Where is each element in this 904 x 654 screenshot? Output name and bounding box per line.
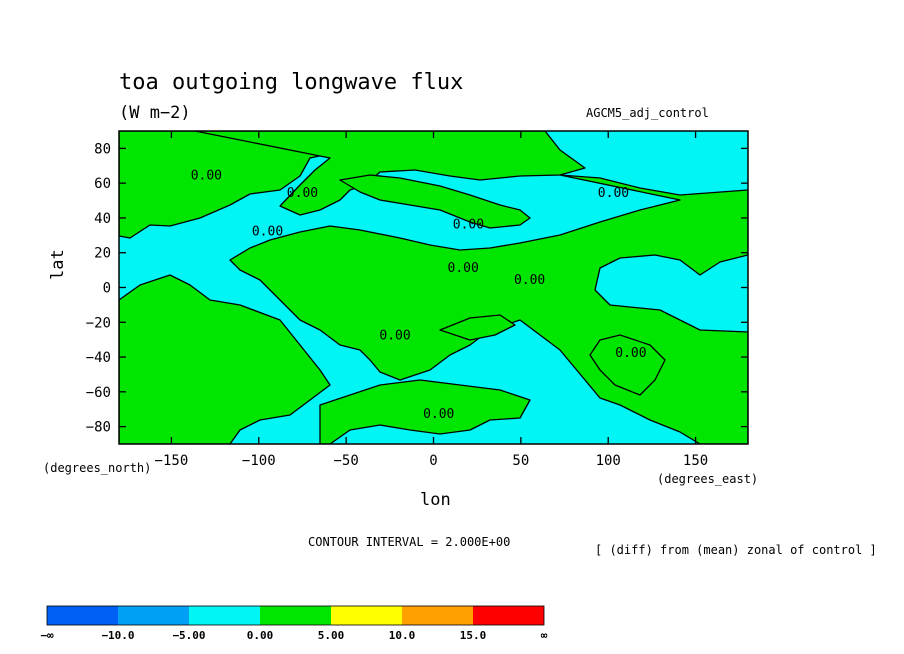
- positive-region: [119, 274, 331, 444]
- positive-region: [439, 314, 516, 341]
- legend-swatch: [118, 606, 189, 625]
- y-axis-title: lat: [48, 249, 68, 280]
- contour-label: 0.00: [448, 261, 479, 276]
- positive-region: [339, 174, 531, 229]
- color-legend: −∞ −10.0 −5.00 0.00 5.00 10.0 15.0 ∞: [40, 605, 548, 642]
- chart-title: toa outgoing longwave flux: [119, 70, 464, 95]
- contour-label: 0.00: [598, 186, 629, 201]
- contour-labels: 0.00 0.00 0.00 0.00 0.00 0.00 0.00 0.00 0.00 0.00: [191, 169, 647, 422]
- legend-swatch: [260, 606, 331, 625]
- x-tick-label: 100: [596, 453, 621, 469]
- y-tick-label: 60: [94, 176, 111, 192]
- legend-label: −5.00: [172, 629, 205, 642]
- legend-label: −∞: [40, 629, 54, 642]
- y-tick-label: −40: [86, 350, 111, 366]
- legend-label: 5.00: [318, 629, 345, 642]
- experiment-label: AGCM5_adj_control: [586, 106, 709, 120]
- y-tick-label: −80: [86, 420, 111, 436]
- x-tick-label: −50: [333, 453, 358, 469]
- legend-swatch: [331, 606, 402, 625]
- contour-label: 0.00: [453, 217, 484, 232]
- description-text: [ (diff) from (mean) zonal of control ]: [595, 543, 877, 557]
- legend-label: 15.0: [460, 629, 487, 642]
- legend-swatch: [189, 606, 260, 625]
- y-tick-label: −20: [86, 315, 111, 331]
- y-unit-label: (degrees_north): [43, 461, 152, 475]
- contour-label: 0.00: [252, 224, 283, 239]
- x-tick-label: 150: [683, 453, 708, 469]
- y-tick-label: 80: [94, 141, 111, 157]
- legend-swatch: [47, 606, 118, 625]
- legend-frame: [46, 605, 545, 626]
- contour-label: 0.00: [191, 169, 222, 184]
- contour-label: 0.00: [514, 273, 545, 288]
- y-tick-label: 0: [103, 281, 111, 297]
- y-tick-label: 40: [94, 211, 111, 227]
- y-tick-label: −60: [86, 385, 111, 401]
- legend-label: 0.00: [247, 629, 274, 642]
- contour-interval-text: CONTOUR INTERVAL = 2.000E+00: [308, 535, 511, 549]
- positive-region: [589, 334, 666, 396]
- x-tick-label: −100: [242, 453, 276, 469]
- contour-label: 0.00: [287, 186, 318, 201]
- contour-label: 0.00: [615, 346, 646, 361]
- positive-region: [319, 379, 531, 444]
- x-tick-label: −150: [155, 453, 189, 469]
- x-axis-title: lon: [420, 490, 451, 510]
- legend-swatch: [402, 606, 473, 625]
- x-unit-label: (degrees_east): [657, 472, 759, 486]
- legend-label: ∞: [541, 629, 548, 642]
- y-axis: 80 60 40 20 0 −20 −40 −60 −80: [86, 141, 748, 436]
- y-tick-label: 20: [94, 246, 111, 262]
- legend-swatch: [473, 606, 544, 625]
- contour-label: 0.00: [423, 407, 454, 422]
- x-tick-label: 0: [429, 453, 437, 469]
- contour-label: 0.00: [379, 329, 410, 344]
- chart-units: (W m−2): [119, 103, 191, 123]
- legend-label: 10.0: [389, 629, 416, 642]
- x-tick-label: 50: [512, 453, 529, 469]
- x-axis: −150 −100 −50 0 50 100 150: [155, 131, 708, 469]
- legend-label: −10.0: [101, 629, 134, 642]
